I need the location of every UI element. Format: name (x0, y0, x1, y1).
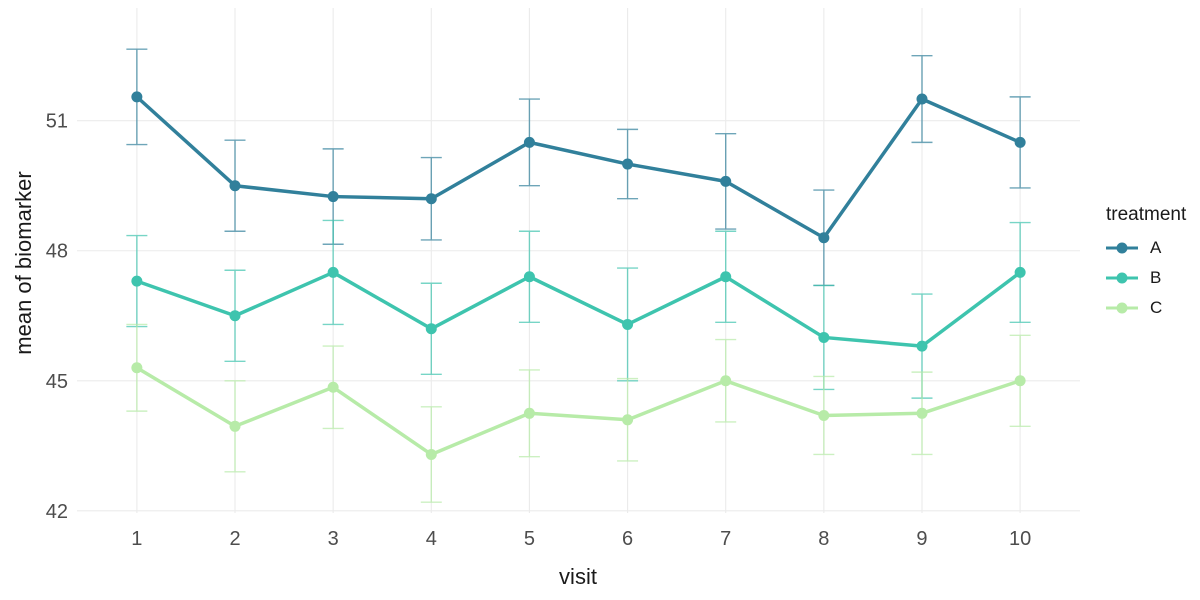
point-C-visit-5 (523, 407, 535, 419)
series-line-A (135, 95, 1021, 240)
x-tick-label-4: 4 (426, 528, 437, 550)
x-tick-label-2: 2 (229, 528, 240, 550)
errorbars-A (126, 48, 1031, 287)
point-B-visit-3 (327, 266, 339, 278)
legend-key-icon-B (1104, 271, 1140, 285)
point-C-visit-7 (720, 375, 732, 387)
point-C-visit-2 (229, 420, 241, 432)
series-line-B (136, 270, 1022, 348)
point-B-visit-7 (720, 271, 732, 283)
errorbars-B (126, 219, 1031, 399)
x-axis-title: visit (559, 564, 597, 589)
series-points-B (131, 266, 1026, 352)
x-tick-label-7: 7 (720, 528, 731, 550)
point-A-visit-2 (229, 180, 241, 192)
y-axis-title: mean of biomarker (11, 171, 36, 355)
series-line-C (135, 366, 1021, 457)
point-A-visit-1 (131, 91, 143, 103)
point-B-visit-4 (425, 323, 437, 335)
point-A-visit-4 (425, 193, 437, 205)
point-B-visit-8 (818, 331, 830, 343)
point-B-visit-1 (131, 275, 143, 287)
point-A-visit-6 (622, 158, 634, 170)
point-A-visit-9 (916, 93, 928, 105)
legend-label-C: C (1150, 298, 1163, 317)
y-tick-label-48: 48 (46, 241, 68, 263)
point-C-visit-1 (131, 362, 143, 374)
y-tick-label-42: 42 (46, 501, 68, 523)
x-tick-label-5: 5 (524, 528, 535, 550)
legend-title: treatment (1106, 204, 1187, 225)
legend-item-B: B (1104, 263, 1186, 293)
point-C-visit-3 (327, 381, 339, 393)
point-A-visit-8 (818, 232, 830, 244)
series-points-A (131, 91, 1026, 244)
y-tick-label-51: 51 (46, 111, 68, 133)
x-tick-label-10: 10 (1009, 528, 1031, 550)
legend-key-icon-C (1104, 301, 1140, 315)
point-C-visit-4 (425, 448, 437, 460)
point-B-visit-9 (916, 340, 928, 352)
point-A-visit-3 (327, 191, 339, 203)
point-A-visit-7 (720, 175, 732, 187)
point-B-visit-5 (523, 271, 535, 283)
legend-label-A: A (1150, 238, 1162, 257)
x-tick-label-1: 1 (131, 528, 142, 550)
legend-item-A: A (1104, 233, 1186, 263)
point-B-visit-10 (1014, 266, 1026, 278)
point-C-visit-10 (1014, 375, 1026, 387)
legend-item-C: C (1104, 293, 1186, 323)
legend-key-icon-A (1104, 241, 1140, 255)
legend-label-B: B (1150, 268, 1162, 287)
x-tick-label-3: 3 (328, 528, 339, 550)
point-A-visit-10 (1014, 136, 1026, 148)
point-C-visit-6 (622, 414, 634, 426)
point-B-visit-2 (229, 310, 241, 322)
point-B-visit-6 (622, 318, 634, 330)
y-tick-label-45: 45 (46, 371, 68, 393)
gridlines (77, 8, 1080, 513)
series-points-C (131, 362, 1026, 460)
x-tick-label-9: 9 (916, 528, 927, 550)
point-C-visit-9 (916, 407, 928, 419)
point-C-visit-8 (818, 409, 830, 421)
x-tick-label-6: 6 (622, 528, 633, 550)
x-tick-label-8: 8 (818, 528, 829, 550)
point-A-visit-5 (523, 136, 535, 148)
